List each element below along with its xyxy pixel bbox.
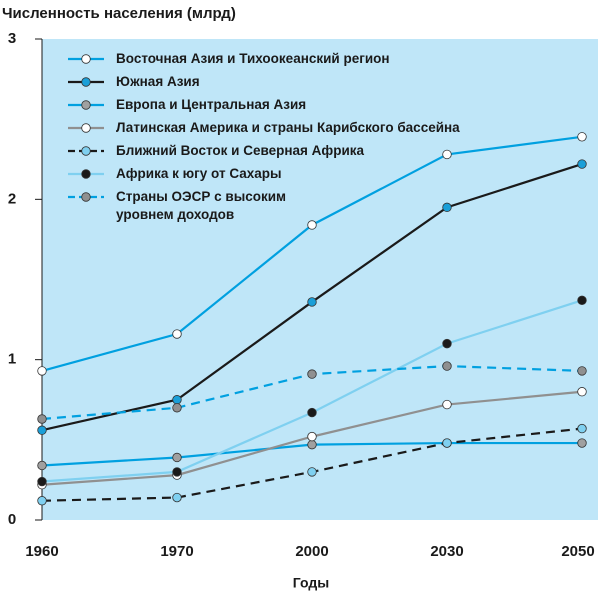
legend-entry: Латинская Америка и страны Карибского ба… bbox=[66, 119, 460, 137]
data-point bbox=[307, 439, 317, 450]
legend-swatch bbox=[68, 192, 104, 202]
legend-marker bbox=[81, 100, 91, 110]
x-tick-label: 1960 bbox=[25, 543, 58, 560]
legend-label: Южная Азия bbox=[116, 74, 200, 89]
legend-entry: Ближний Восток и Северная Африка bbox=[66, 142, 460, 160]
data-point bbox=[307, 431, 317, 442]
legend-marker bbox=[81, 192, 91, 202]
legend-marker bbox=[81, 77, 91, 87]
chart-title: Численность населения (млрд) bbox=[2, 5, 236, 22]
data-point bbox=[307, 407, 317, 418]
data-point bbox=[172, 452, 182, 463]
legend-marker bbox=[81, 123, 91, 133]
data-point bbox=[37, 366, 47, 376]
data-point bbox=[577, 159, 587, 169]
x-axis-label: Годы bbox=[293, 575, 329, 591]
legend-label: Ближний Восток и Северная Африка bbox=[116, 143, 365, 158]
legend-swatch bbox=[68, 169, 104, 179]
data-point bbox=[442, 361, 452, 371]
legend-label: Латинская Америка и страны Карибского ба… bbox=[116, 120, 460, 135]
data-point bbox=[577, 387, 587, 397]
legend-marker bbox=[81, 169, 91, 179]
legend-swatch bbox=[68, 123, 104, 133]
legend-marker bbox=[81, 146, 91, 156]
legend-entry: Африка к югу от Сахары bbox=[66, 165, 460, 183]
legend-marker bbox=[81, 54, 91, 64]
data-point bbox=[442, 399, 452, 410]
data-point bbox=[442, 202, 452, 213]
data-point bbox=[307, 369, 317, 379]
legend-label: Восточная Азия и Тихоокеанский регион bbox=[116, 51, 390, 66]
x-tick-label: 2050 bbox=[561, 543, 594, 560]
data-point bbox=[442, 338, 452, 349]
x-tick-label: 2030 bbox=[430, 543, 463, 560]
data-point bbox=[577, 366, 587, 376]
legend-swatch bbox=[68, 100, 104, 110]
data-point bbox=[37, 460, 47, 471]
data-point bbox=[307, 467, 317, 477]
y-tick-label: 0 bbox=[8, 511, 16, 528]
legend-label: Страны ОЭСР с высоким уровнем доходов bbox=[116, 189, 287, 222]
data-point bbox=[442, 149, 452, 160]
data-point bbox=[307, 220, 317, 230]
legend-entry: Восточная Азия и Тихоокеанский регион bbox=[66, 50, 460, 68]
data-point bbox=[577, 438, 587, 448]
data-point bbox=[37, 425, 47, 435]
legend-entry: Страны ОЭСР с высоким уровнем доходов bbox=[66, 188, 460, 224]
y-tick-label: 1 bbox=[8, 351, 16, 368]
data-point bbox=[172, 492, 182, 503]
legend-entry: Европа и Центральная Азия bbox=[66, 96, 460, 114]
data-point bbox=[577, 423, 587, 434]
data-point bbox=[172, 395, 182, 405]
data-point bbox=[577, 132, 587, 142]
legend-swatch bbox=[68, 54, 104, 64]
data-point bbox=[37, 476, 47, 487]
data-point bbox=[307, 297, 317, 307]
legend: Восточная Азия и Тихоокеанский регион Южн… bbox=[66, 50, 460, 229]
y-tick-label: 3 bbox=[8, 30, 16, 47]
x-tick-label: 2000 bbox=[295, 543, 328, 560]
legend-swatch bbox=[68, 146, 104, 156]
legend-swatch bbox=[68, 77, 104, 87]
data-point bbox=[577, 295, 587, 306]
data-point bbox=[172, 329, 182, 339]
data-point bbox=[172, 467, 182, 477]
x-tick-label: 1970 bbox=[160, 543, 193, 560]
data-point bbox=[37, 414, 47, 424]
legend-label: Африка к югу от Сахары bbox=[116, 166, 282, 181]
data-point bbox=[37, 496, 47, 506]
legend-label: Европа и Центральная Азия bbox=[116, 97, 307, 112]
data-point bbox=[172, 403, 182, 413]
legend-entry: Южная Азия bbox=[66, 73, 460, 91]
plot-background bbox=[42, 39, 598, 520]
y-tick-label: 2 bbox=[8, 190, 16, 207]
data-point bbox=[442, 438, 452, 448]
